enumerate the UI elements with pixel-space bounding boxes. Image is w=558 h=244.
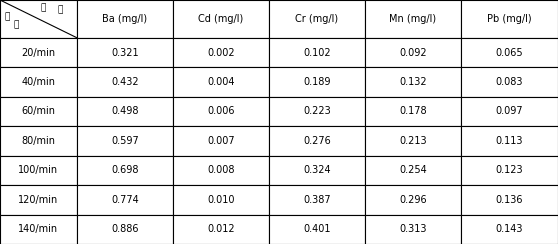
Bar bbox=[173, 0, 269, 38]
Bar bbox=[461, 38, 558, 67]
Bar bbox=[365, 156, 461, 185]
Bar bbox=[365, 67, 461, 97]
Bar bbox=[269, 185, 365, 214]
Text: 0.324: 0.324 bbox=[303, 165, 331, 175]
Text: 0.002: 0.002 bbox=[207, 48, 235, 58]
Bar bbox=[173, 185, 269, 214]
Text: 0.276: 0.276 bbox=[303, 136, 331, 146]
Bar bbox=[365, 214, 461, 244]
Bar bbox=[269, 214, 365, 244]
Bar bbox=[0, 185, 77, 214]
Text: Cd (mg/l): Cd (mg/l) bbox=[198, 14, 244, 24]
Text: 0.498: 0.498 bbox=[111, 106, 139, 116]
Bar bbox=[461, 97, 558, 126]
Bar bbox=[0, 0, 77, 38]
Text: 0.008: 0.008 bbox=[207, 165, 235, 175]
Text: 0.296: 0.296 bbox=[399, 195, 427, 205]
Bar bbox=[173, 38, 269, 67]
Bar bbox=[365, 38, 461, 67]
Bar bbox=[269, 97, 365, 126]
Text: Pb (mg/l): Pb (mg/l) bbox=[487, 14, 532, 24]
Bar bbox=[461, 156, 558, 185]
Bar bbox=[77, 126, 173, 156]
Text: 140/min: 140/min bbox=[18, 224, 59, 234]
Text: 0.223: 0.223 bbox=[303, 106, 331, 116]
Bar bbox=[365, 97, 461, 126]
Bar bbox=[77, 97, 173, 126]
Text: 0.597: 0.597 bbox=[111, 136, 139, 146]
Bar bbox=[0, 126, 77, 156]
Bar bbox=[173, 156, 269, 185]
Bar bbox=[77, 214, 173, 244]
Text: Ba (mg/l): Ba (mg/l) bbox=[103, 14, 147, 24]
Text: 0.083: 0.083 bbox=[496, 77, 523, 87]
Bar bbox=[461, 67, 558, 97]
Text: 0.387: 0.387 bbox=[303, 195, 331, 205]
Bar bbox=[269, 126, 365, 156]
Bar bbox=[269, 156, 365, 185]
Bar bbox=[365, 185, 461, 214]
Text: 0.313: 0.313 bbox=[399, 224, 427, 234]
Text: 0.007: 0.007 bbox=[207, 136, 235, 146]
Bar bbox=[461, 0, 558, 38]
Text: 间: 间 bbox=[14, 20, 19, 29]
Text: 0.774: 0.774 bbox=[111, 195, 139, 205]
Bar bbox=[461, 214, 558, 244]
Bar bbox=[365, 126, 461, 156]
Text: 20/min: 20/min bbox=[21, 48, 56, 58]
Text: 0.004: 0.004 bbox=[207, 77, 235, 87]
Bar bbox=[365, 0, 461, 38]
Bar bbox=[269, 38, 365, 67]
Text: 分: 分 bbox=[58, 5, 63, 14]
Bar bbox=[77, 0, 173, 38]
Text: 60/min: 60/min bbox=[22, 106, 55, 116]
Text: 组: 组 bbox=[40, 3, 45, 12]
Text: 0.698: 0.698 bbox=[111, 165, 139, 175]
Text: 0.065: 0.065 bbox=[496, 48, 523, 58]
Text: 0.113: 0.113 bbox=[496, 136, 523, 146]
Text: 0.010: 0.010 bbox=[207, 195, 235, 205]
Text: 0.432: 0.432 bbox=[111, 77, 139, 87]
Bar bbox=[0, 97, 77, 126]
Text: Mn (mg/l): Mn (mg/l) bbox=[389, 14, 436, 24]
Text: 0.189: 0.189 bbox=[303, 77, 331, 87]
Bar bbox=[461, 126, 558, 156]
Bar bbox=[173, 126, 269, 156]
Text: 0.102: 0.102 bbox=[303, 48, 331, 58]
Bar bbox=[173, 67, 269, 97]
Bar bbox=[173, 214, 269, 244]
Bar bbox=[77, 38, 173, 67]
Text: 0.178: 0.178 bbox=[399, 106, 427, 116]
Text: 100/min: 100/min bbox=[18, 165, 59, 175]
Text: 0.132: 0.132 bbox=[399, 77, 427, 87]
Text: 0.143: 0.143 bbox=[496, 224, 523, 234]
Bar bbox=[77, 185, 173, 214]
Text: 80/min: 80/min bbox=[22, 136, 55, 146]
Text: 0.012: 0.012 bbox=[207, 224, 235, 234]
Bar bbox=[0, 214, 77, 244]
Bar bbox=[269, 67, 365, 97]
Text: 0.886: 0.886 bbox=[111, 224, 139, 234]
Bar bbox=[77, 67, 173, 97]
Bar bbox=[0, 38, 77, 67]
Text: 0.097: 0.097 bbox=[496, 106, 523, 116]
Text: 0.254: 0.254 bbox=[399, 165, 427, 175]
Bar bbox=[0, 67, 77, 97]
Text: Cr (mg/l): Cr (mg/l) bbox=[295, 14, 339, 24]
Text: 0.213: 0.213 bbox=[399, 136, 427, 146]
Bar bbox=[269, 0, 365, 38]
Bar bbox=[77, 156, 173, 185]
Text: 120/min: 120/min bbox=[18, 195, 59, 205]
Text: 时: 时 bbox=[4, 12, 10, 21]
Bar bbox=[461, 185, 558, 214]
Text: 0.136: 0.136 bbox=[496, 195, 523, 205]
Text: 0.401: 0.401 bbox=[303, 224, 331, 234]
Bar bbox=[0, 156, 77, 185]
Text: 40/min: 40/min bbox=[22, 77, 55, 87]
Bar bbox=[173, 97, 269, 126]
Text: 0.321: 0.321 bbox=[111, 48, 139, 58]
Text: 0.123: 0.123 bbox=[496, 165, 523, 175]
Text: 0.092: 0.092 bbox=[399, 48, 427, 58]
Text: 0.006: 0.006 bbox=[207, 106, 235, 116]
